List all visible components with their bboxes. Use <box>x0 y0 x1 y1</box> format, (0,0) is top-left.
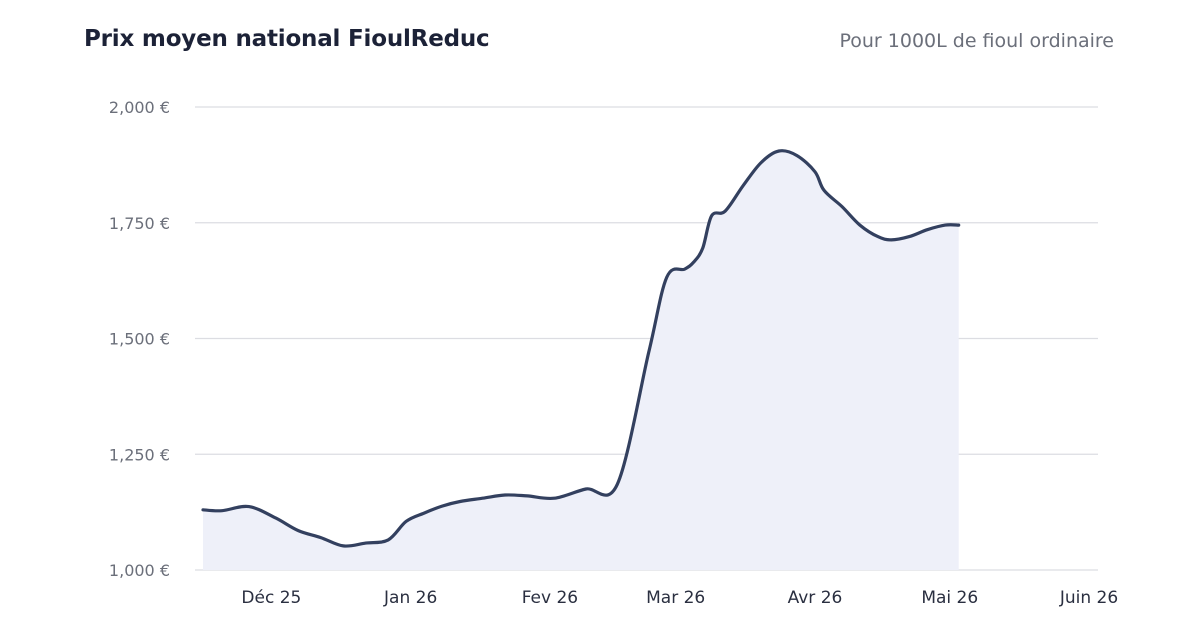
series-area <box>203 150 959 570</box>
x-tick-label: Avr 26 <box>788 588 843 608</box>
series-line <box>201 149 961 548</box>
x-tick-label: Mar 26 <box>646 588 705 608</box>
x-tick-label: Mai 26 <box>921 588 978 608</box>
y-tick-label: 1,250 € <box>109 445 170 464</box>
chart-title: Prix moyen national FioulReduc <box>84 26 490 52</box>
x-tick-label: Déc 25 <box>241 588 301 608</box>
x-tick-label: Fev 26 <box>522 588 578 608</box>
x-tick-label: Jan 26 <box>383 588 437 608</box>
y-tick-label: 1,500 € <box>109 330 170 349</box>
x-tick-label: Juin 26 <box>1059 588 1118 608</box>
y-tick-label: 2,000 € <box>109 98 170 117</box>
y-tick-label: 1,000 € <box>109 561 170 580</box>
y-tick-label: 1,750 € <box>109 214 170 233</box>
chart-subtitle: Pour 1000L de fioul ordinaire <box>839 30 1114 52</box>
